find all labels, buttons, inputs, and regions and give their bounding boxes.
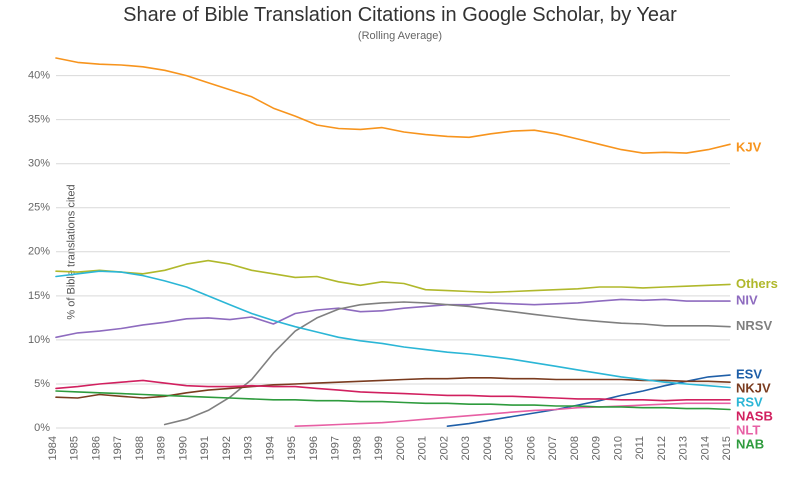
x-tick-label: 1984 xyxy=(47,436,59,460)
series-label-nasb: NASB xyxy=(736,409,773,424)
x-tick-label: 2015 xyxy=(721,436,733,460)
series-label-nlt: NLT xyxy=(736,423,760,438)
x-tick-label: 1989 xyxy=(156,436,168,460)
x-tick-label: 2009 xyxy=(591,436,603,460)
series-label-esv: ESV xyxy=(736,367,762,382)
x-tick-label: 2002 xyxy=(438,436,450,460)
x-tick-label: 1995 xyxy=(286,436,298,460)
x-tick-label: 2008 xyxy=(569,436,581,460)
x-tick-label: 2011 xyxy=(634,436,646,460)
x-tick-label: 1988 xyxy=(134,436,146,460)
y-tick-label: 5% xyxy=(34,378,50,390)
x-tick-label: 2004 xyxy=(482,436,494,460)
x-tick-label: 2000 xyxy=(395,436,407,460)
x-tick-label: 1999 xyxy=(373,436,385,460)
x-tick-label: 1994 xyxy=(264,436,276,460)
line-chart-svg: 0%5%10%15%20%25%30%35%40%198419851986198… xyxy=(56,50,730,470)
plot-area: 0%5%10%15%20%25%30%35%40%198419851986198… xyxy=(56,50,730,470)
x-tick-label: 2010 xyxy=(612,436,624,460)
y-tick-label: 35% xyxy=(28,114,50,126)
series-label-rsv: RSV xyxy=(736,395,763,410)
series-label-nab: NAB xyxy=(736,437,764,452)
x-tick-label: 1997 xyxy=(330,436,342,460)
series-line-kjv xyxy=(56,58,730,153)
chart-subtitle: (Rolling Average) xyxy=(0,30,800,42)
series-label-niv: NIV xyxy=(736,293,758,308)
x-tick-label: 2012 xyxy=(656,436,668,460)
x-tick-label: 2005 xyxy=(504,436,516,460)
series-label-kjv: KJV xyxy=(736,139,762,154)
x-tick-label: 2006 xyxy=(525,436,537,460)
series-line-nlt xyxy=(295,403,730,426)
x-tick-label: 2003 xyxy=(460,436,472,460)
series-line-niv xyxy=(56,299,730,337)
x-tick-label: 1992 xyxy=(221,436,233,460)
x-tick-label: 1990 xyxy=(177,436,189,460)
y-tick-label: 30% xyxy=(28,158,50,170)
series-label-nrsv: NRSV xyxy=(736,318,772,333)
series-line-esv xyxy=(447,375,730,426)
series-line-rsv xyxy=(56,271,730,387)
x-tick-label: 1991 xyxy=(199,436,211,460)
x-tick-label: 1993 xyxy=(243,436,255,460)
y-tick-label: 20% xyxy=(28,246,50,258)
x-tick-label: 1986 xyxy=(90,436,102,460)
series-label-nkjv: NKJV xyxy=(736,381,771,396)
x-tick-label: 1985 xyxy=(69,436,81,460)
y-tick-label: 10% xyxy=(28,334,50,346)
x-tick-label: 1998 xyxy=(351,436,363,460)
x-tick-label: 2001 xyxy=(417,436,429,460)
series-label-others: Others xyxy=(736,276,778,291)
y-tick-label: 40% xyxy=(28,70,50,82)
x-tick-label: 2013 xyxy=(678,436,690,460)
y-tick-label: 15% xyxy=(28,290,50,302)
chart-title: Share of Bible Translation Citations in … xyxy=(0,4,800,27)
x-tick-label: 1987 xyxy=(112,436,124,460)
x-tick-label: 2007 xyxy=(547,436,559,460)
chart-container: Share of Bible Translation Citations in … xyxy=(0,0,800,504)
y-tick-label: 0% xyxy=(34,422,50,434)
x-tick-label: 1996 xyxy=(308,436,320,460)
series-line-nrsv xyxy=(165,302,730,425)
series-line-others xyxy=(56,261,730,293)
x-tick-label: 2014 xyxy=(699,436,711,460)
y-tick-label: 25% xyxy=(28,202,50,214)
